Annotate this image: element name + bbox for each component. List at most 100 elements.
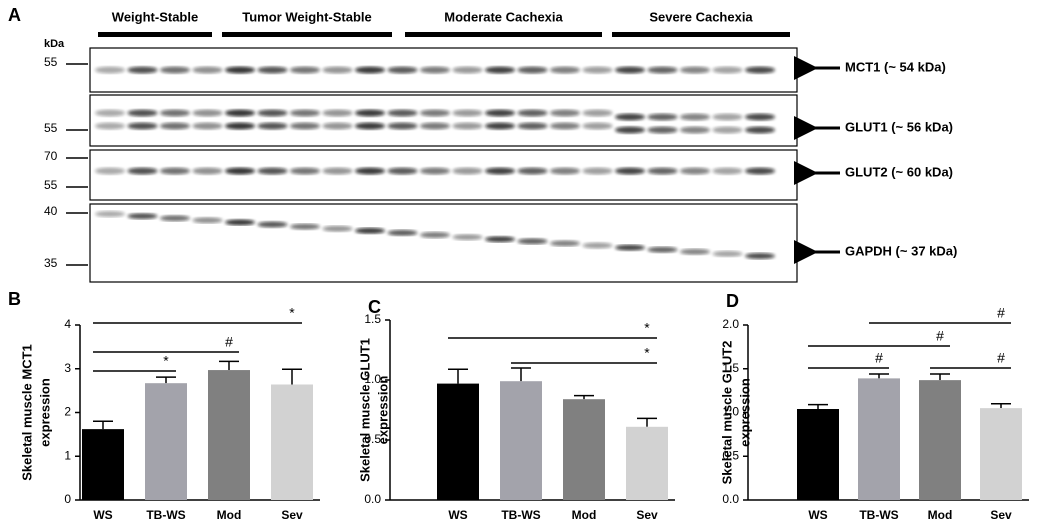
band (485, 66, 515, 74)
band (680, 66, 710, 74)
band (485, 167, 515, 175)
significance-label: * (644, 345, 650, 361)
y-axis-label: Skeletal muscle MCT1 (19, 344, 34, 481)
charts: B Skeletal muscle MCT1 expression 0 1 2 3 4 WS TB… (8, 289, 1029, 522)
band (712, 250, 743, 257)
group-label: Moderate Cachexia (444, 9, 563, 24)
band (517, 122, 548, 130)
x-tick-label: WS (808, 508, 827, 522)
group-bar (98, 32, 212, 37)
bar (626, 426, 668, 500)
band (127, 122, 158, 130)
band (127, 66, 158, 74)
band (712, 66, 743, 74)
band (322, 167, 353, 175)
kda-marker: 70 (44, 149, 58, 163)
band (582, 167, 613, 175)
band (420, 232, 450, 238)
band (517, 66, 548, 74)
band (257, 109, 288, 117)
y-tick-label: 0.0 (722, 492, 739, 506)
band (647, 66, 678, 74)
group-label: Weight-Stable (112, 9, 198, 24)
band (680, 126, 710, 134)
y-tick-label: 0.0 (364, 492, 381, 506)
band (192, 167, 223, 175)
band (582, 122, 613, 130)
band (387, 167, 418, 175)
bar (271, 384, 313, 500)
band (192, 122, 223, 130)
band (517, 238, 548, 245)
band (582, 242, 613, 249)
band (387, 229, 418, 236)
band (290, 122, 320, 130)
kda-marker: 40 (44, 204, 58, 218)
band (550, 167, 580, 175)
significance-label: * (163, 353, 169, 369)
blot-frame (89, 94, 798, 147)
band (452, 167, 483, 175)
band (452, 109, 483, 117)
bar (980, 408, 1022, 500)
y-tick-label: 0 (64, 492, 71, 506)
significance-label: * (289, 305, 295, 321)
y-axis-label: expression (37, 378, 52, 447)
band (355, 167, 385, 175)
band (95, 66, 125, 74)
bar (145, 383, 187, 500)
significance-label: # (875, 350, 883, 366)
band (160, 167, 190, 175)
band (550, 109, 580, 117)
y-tick-label: 1.5 (364, 312, 381, 326)
band (615, 113, 645, 121)
band (452, 122, 483, 130)
bar (858, 378, 900, 500)
group-bar (612, 32, 790, 37)
bar (563, 399, 605, 500)
band (550, 66, 580, 74)
band (647, 126, 678, 134)
significance-label: # (997, 305, 1005, 321)
x-tick-label: Mod (217, 508, 242, 522)
y-tick-label: 0.5 (722, 448, 739, 462)
band (680, 113, 710, 121)
band (387, 109, 418, 117)
significance-label: # (997, 350, 1005, 366)
y-tick-label: 1.0 (722, 405, 739, 419)
band (420, 109, 450, 117)
panel-label: B (8, 289, 21, 309)
band (615, 66, 645, 74)
y-tick-label: 4 (64, 317, 71, 331)
x-tick-label: TB-WS (859, 508, 898, 522)
y-tick-label: 3 (64, 361, 71, 375)
band (322, 66, 353, 74)
band (160, 66, 190, 74)
band (485, 109, 515, 117)
x-tick-label: TB-WS (501, 508, 540, 522)
bar (500, 381, 542, 500)
x-tick-label: WS (448, 508, 467, 522)
group-label: Tumor Weight-Stable (242, 9, 372, 24)
band (680, 248, 710, 255)
kda-marker: 35 (44, 256, 58, 270)
group-bar (222, 32, 392, 37)
band (322, 109, 353, 117)
band (745, 126, 775, 134)
band (95, 167, 125, 175)
y-tick-label: 1 (64, 448, 71, 462)
band (615, 167, 645, 175)
band (322, 122, 353, 130)
band (420, 66, 450, 74)
band-label: GLUT1 (~ 56 kDa) (845, 119, 953, 134)
band (127, 167, 158, 175)
band (647, 246, 678, 253)
band (192, 109, 223, 117)
y-tick-label: 1.0 (364, 372, 381, 386)
y-tick-label: 2 (64, 405, 71, 419)
band (550, 122, 580, 130)
bar (919, 380, 961, 500)
significance-label: # (936, 328, 944, 344)
